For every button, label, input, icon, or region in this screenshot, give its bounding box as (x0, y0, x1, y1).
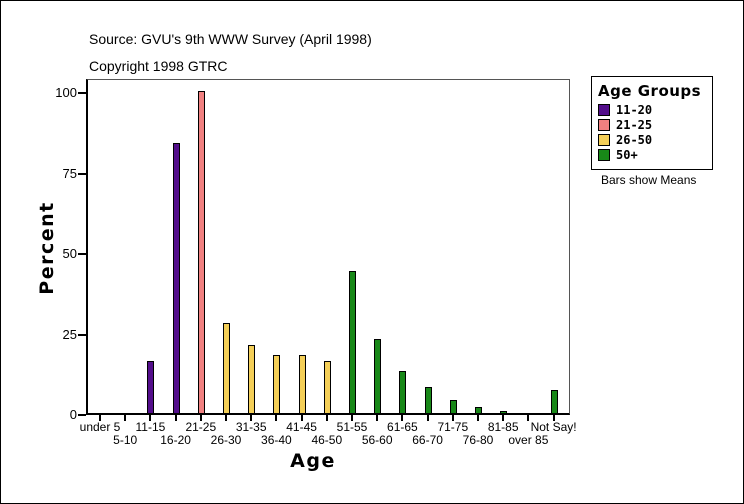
bar-61-65 (399, 371, 407, 413)
annotation-bars-show-means: Bars show Means (601, 173, 697, 187)
plot-area (86, 79, 570, 415)
copyright-text: Copyright 1998 GTRC (89, 58, 228, 74)
y-tick-label: 50 (62, 246, 77, 261)
x-tick-label: 76-80 (462, 433, 494, 447)
x-tick (174, 415, 177, 421)
y-tick (78, 333, 86, 336)
x-tick-label: 5-10 (113, 433, 138, 447)
bar-46-50 (323, 361, 331, 413)
y-tick (78, 414, 86, 416)
y-tick (78, 253, 86, 255)
legend-swatch (598, 119, 610, 131)
legend-item: 26-50 (598, 133, 708, 147)
legend-swatch (598, 134, 610, 146)
legend-item: 11-20 (598, 103, 708, 117)
x-tick (250, 415, 253, 421)
x-tick (477, 415, 479, 421)
legend-item: 21-25 (598, 118, 708, 132)
x-tick-label: under 5 (79, 420, 121, 434)
x-tick-label: 31-35 (235, 420, 267, 434)
x-tick-label: 11-15 (135, 420, 166, 434)
y-tick-label: 100 (55, 85, 77, 100)
x-tick (527, 415, 530, 421)
bar-36-40 (273, 355, 281, 413)
bar-11-15 (147, 361, 155, 413)
x-tick (426, 415, 429, 421)
bar-31-35 (248, 345, 256, 413)
bar-76-80 (475, 407, 482, 413)
x-tick-label: 66-70 (412, 433, 443, 447)
x-tick (376, 415, 379, 421)
bar-71-75 (449, 400, 457, 413)
x-tick-label: 81-85 (487, 420, 519, 434)
legend-swatch (598, 104, 610, 116)
x-tick-label: Not Say! (530, 420, 577, 434)
x-tick (502, 415, 505, 421)
bar-21-25 (197, 91, 205, 413)
x-tick (124, 415, 127, 421)
y-tick-label: 75 (62, 165, 77, 181)
bar-16-20 (172, 143, 180, 413)
x-tick (149, 415, 152, 421)
legend: Age Groups 11-20 21-25 26-50 50+ (591, 76, 713, 170)
x-tick-label: 46-50 (311, 433, 343, 447)
x-tick-label: 26-30 (210, 433, 242, 447)
x-tick (325, 415, 328, 421)
x-tick-label: 36-40 (261, 433, 292, 447)
x-tick (552, 415, 555, 421)
x-tick (199, 415, 202, 421)
x-tick-label: 41-45 (286, 420, 317, 434)
bar-51-55 (349, 271, 356, 413)
x-axis-title: Age (290, 450, 336, 472)
x-tick-label: 21-25 (185, 420, 217, 434)
legend-item-label: 21-25 (616, 118, 653, 132)
legend-item-label: 50+ (616, 148, 638, 162)
x-tick (275, 415, 278, 421)
x-tick (300, 415, 303, 421)
x-tick-label: 71-75 (437, 420, 469, 434)
x-tick (225, 415, 227, 421)
bar-56-60 (374, 339, 382, 413)
bar-41-45 (298, 355, 306, 413)
x-tick-label: 16-20 (160, 433, 191, 447)
bar-26-30 (223, 323, 230, 413)
bar-66-70 (424, 387, 432, 413)
x-tick-label: 61-65 (387, 420, 418, 434)
y-tick (78, 172, 86, 175)
legend-swatch (598, 149, 610, 161)
x-tick-label: over 85 (508, 433, 549, 447)
x-tick-label: 56-60 (361, 433, 393, 447)
y-tick-label: 25 (62, 326, 77, 342)
y-tick (78, 92, 86, 94)
y-tick-label: 0 (69, 407, 77, 422)
source-text: Source: GVU's 9th WWW Survey (April 1998… (89, 31, 372, 47)
bar-not-say- (550, 390, 558, 413)
legend-item: 50+ (598, 148, 708, 162)
legend-entries: 11-20 21-25 26-50 50+ (598, 103, 708, 162)
bar-81-85 (500, 411, 508, 413)
x-tick (351, 415, 353, 421)
x-tick (451, 415, 454, 421)
legend-item-label: 26-50 (616, 133, 653, 147)
x-tick (99, 415, 101, 421)
x-tick (401, 415, 404, 421)
legend-item-label: 11-20 (616, 103, 653, 117)
x-tick-label: 51-55 (336, 420, 368, 434)
legend-title: Age Groups (598, 82, 702, 100)
